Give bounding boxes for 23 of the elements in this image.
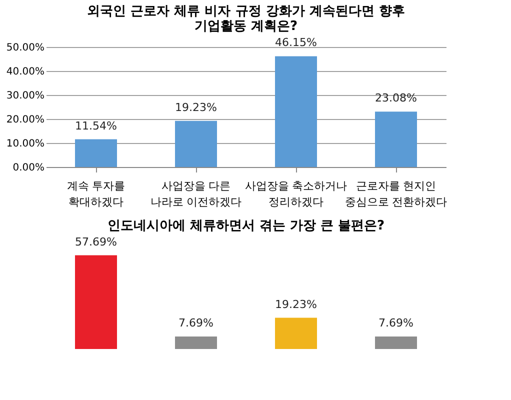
data-label: 7.69% xyxy=(178,316,214,330)
bar xyxy=(75,139,117,167)
text: 외국인 근로자 체류 비자 규정 강화가 계속된다면 향후 xyxy=(87,4,405,20)
y-tick-label: 10.00% xyxy=(6,138,44,150)
x-tick-label: 계속 투자를 확대하겠다 xyxy=(66,180,126,208)
y-tick-label: 50.00% xyxy=(6,42,44,54)
bar xyxy=(375,112,417,167)
y-tick-label: 20.00% xyxy=(6,114,44,126)
y-tick-label: 30.00% xyxy=(6,90,44,102)
bar xyxy=(275,56,317,167)
data-label: 19.23% xyxy=(175,100,217,114)
chart-title: 인도네시아에 체류하면서 겪는 가장 큰 불편은? xyxy=(107,218,385,234)
y-tick-label: 40.00% xyxy=(6,66,44,78)
text: 기업활동 계획은? xyxy=(194,19,298,34)
data-label: 11.54% xyxy=(75,119,117,132)
x-tick-label: 사업장을 다른 나라로 이전하겠다 xyxy=(150,180,242,208)
data-label: 57.69% xyxy=(75,235,117,248)
data-label: 19.23% xyxy=(275,298,317,311)
data-label: 23.08% xyxy=(375,92,417,105)
data-label: 7.69% xyxy=(378,316,414,330)
bar xyxy=(175,120,217,167)
y-tick-label: 0.00% xyxy=(12,162,44,174)
data-label: 46.15% xyxy=(275,36,317,50)
